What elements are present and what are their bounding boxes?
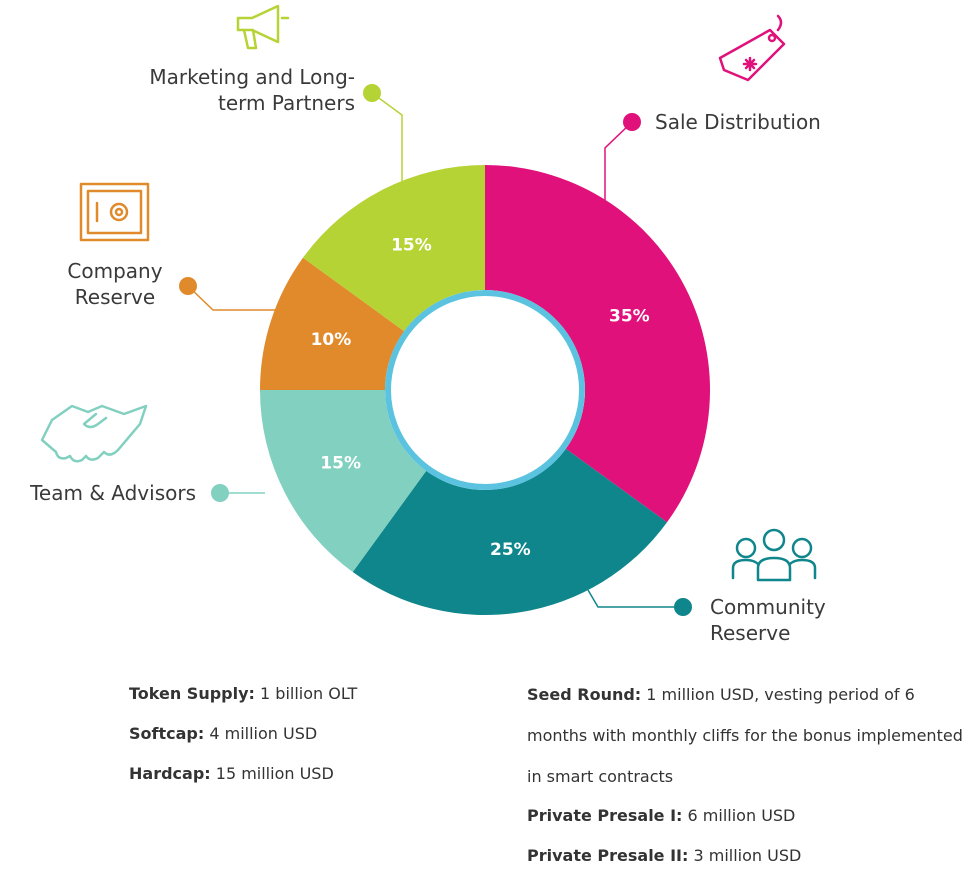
legend-dot bbox=[211, 484, 229, 502]
note-text: 1 million USD, vesting period of 6 month… bbox=[527, 685, 963, 786]
value-label: 35% bbox=[609, 306, 650, 326]
value-label: 10% bbox=[311, 330, 352, 350]
note: Token Supply: 1 billion OLT bbox=[129, 682, 357, 706]
leader-line bbox=[587, 589, 683, 608]
donut: 35% 25% 15% 10% 15% bbox=[260, 165, 711, 615]
leader-line bbox=[604, 121, 633, 200]
note-label: Token Supply: bbox=[129, 684, 255, 703]
leader-line bbox=[371, 92, 403, 182]
note-label: Private Presale I: bbox=[527, 806, 683, 825]
inner-ring bbox=[385, 290, 585, 490]
note: Softcap: 4 million USD bbox=[129, 722, 317, 746]
slice bbox=[352, 448, 668, 615]
legend-label: Marketing and Long-term Partners bbox=[149, 65, 355, 115]
note-text: 1 billion OLT bbox=[254, 684, 358, 703]
legend-label: Community Reserve bbox=[710, 595, 826, 645]
value-label: 15% bbox=[320, 454, 361, 474]
slice bbox=[260, 257, 405, 390]
safe-icon bbox=[79, 182, 150, 242]
slice bbox=[260, 390, 427, 573]
legend-dot bbox=[674, 598, 692, 616]
note-text: 4 million USD bbox=[204, 724, 318, 743]
note-text: 6 million USD bbox=[682, 806, 796, 825]
legend-dot bbox=[623, 113, 641, 131]
leader-line bbox=[187, 285, 275, 311]
tag-icon bbox=[718, 14, 786, 82]
legend-dot bbox=[363, 84, 381, 102]
slice bbox=[302, 165, 485, 332]
icons bbox=[40, 4, 817, 582]
note-label: Hardcap: bbox=[129, 764, 211, 783]
legend-label: Company Reserve bbox=[67, 259, 163, 309]
note: Private Presale I: 6 million USD bbox=[527, 804, 795, 828]
handshake-icon bbox=[40, 404, 148, 463]
slice bbox=[485, 165, 711, 523]
megaphone-icon bbox=[236, 4, 290, 50]
note-label: Seed Round: bbox=[527, 685, 642, 704]
value-label: 25% bbox=[490, 540, 531, 560]
legend-label: Team & Advisors bbox=[30, 481, 196, 505]
note: Private Presale II: 3 million USD bbox=[527, 844, 801, 868]
note-text: 3 million USD bbox=[688, 846, 802, 865]
note-label: Private Presale II: bbox=[527, 846, 689, 865]
note-text: 15 million USD bbox=[210, 764, 334, 783]
legend-dot bbox=[179, 277, 197, 295]
note-label: Softcap: bbox=[129, 724, 205, 743]
people-icon bbox=[731, 528, 817, 582]
note: Seed Round: 1 million USD, vesting perio… bbox=[527, 674, 967, 797]
note: Hardcap: 15 million USD bbox=[129, 762, 334, 786]
value-label: 15% bbox=[391, 236, 432, 256]
legend-label: Sale Distribution bbox=[655, 110, 821, 134]
